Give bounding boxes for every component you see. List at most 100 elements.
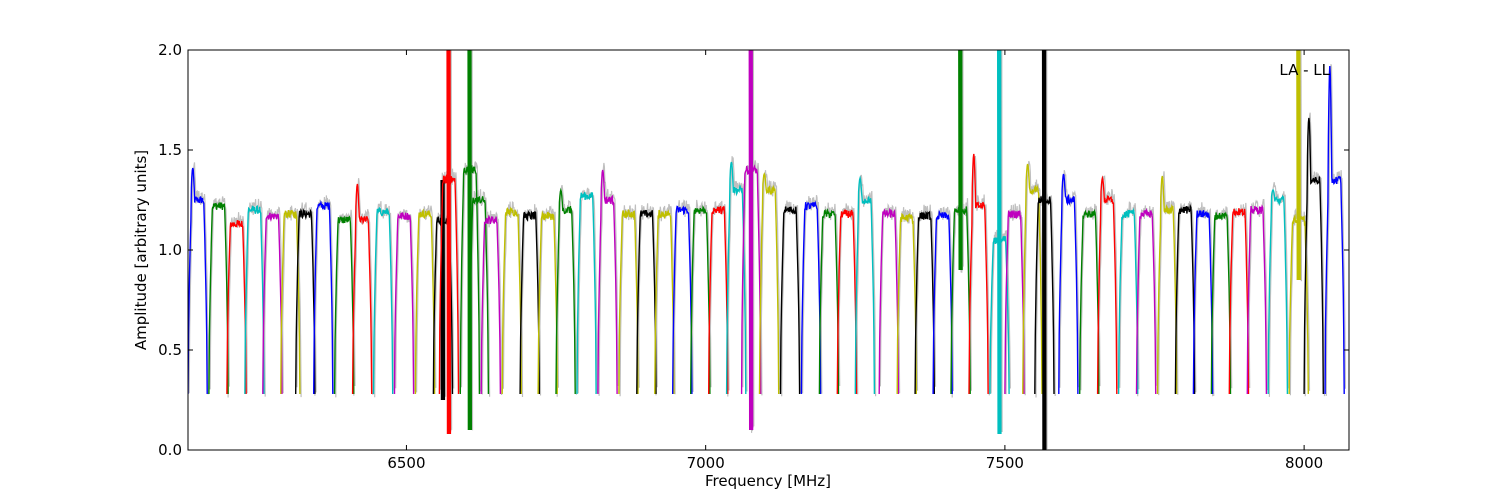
series-window-27 xyxy=(672,205,693,395)
y-tick-label: 1.5 xyxy=(158,141,182,159)
series-window-15 xyxy=(459,50,481,431)
background-trace-50 xyxy=(1098,175,1119,394)
series-window-34 xyxy=(800,200,822,395)
background-trace-33 xyxy=(781,200,802,397)
background-trace-51 xyxy=(1119,201,1140,390)
series-window-2 xyxy=(226,220,247,395)
x-tick-label: 8000 xyxy=(1285,454,1323,472)
series-window-18 xyxy=(501,206,522,395)
series-window-35 xyxy=(818,208,840,395)
background-trace-48 xyxy=(1059,170,1080,388)
background-trace-37 xyxy=(855,174,877,397)
y-axis-label: Amplitude [arbitrary units] xyxy=(132,150,150,350)
series-window-8 xyxy=(333,215,355,395)
series-window-1 xyxy=(208,202,229,395)
x-tick-label: 6500 xyxy=(387,454,425,472)
background-trace-20 xyxy=(538,205,559,390)
series-window-19 xyxy=(519,209,540,395)
series-window-26 xyxy=(654,209,675,395)
series-window-61 xyxy=(1303,117,1324,395)
background-trace-39 xyxy=(897,207,919,392)
background-trace-9 xyxy=(353,178,374,396)
series-window-57 xyxy=(1228,208,1250,395)
series-window-43 xyxy=(968,153,989,395)
background-trace-45 xyxy=(1005,203,1026,396)
background-trace-7 xyxy=(314,195,335,396)
series-window-14 xyxy=(438,50,460,435)
background-trace-61 xyxy=(1304,112,1326,397)
series-window-62 xyxy=(1324,65,1345,395)
background-trace-29 xyxy=(709,200,730,391)
y-tick-label: 0.0 xyxy=(158,441,182,459)
series-window-49 xyxy=(1079,208,1100,395)
series-window-48 xyxy=(1058,173,1079,395)
series-window-52 xyxy=(1135,207,1157,395)
background-trace-41 xyxy=(933,206,954,392)
series-window-4 xyxy=(262,212,283,395)
series-window-32 xyxy=(758,172,780,395)
series-window-22 xyxy=(576,192,597,395)
axis-ticks: 6500 7000 7500 8000 0.0 0.5 1.0 1.5 2.0 xyxy=(158,41,1349,472)
series-window-21 xyxy=(555,187,576,395)
series-window-56 xyxy=(1210,211,1232,395)
series-window-51 xyxy=(1117,207,1139,395)
series-window-20 xyxy=(537,210,558,395)
series-window-60 xyxy=(1288,50,1309,395)
background-trace-55 xyxy=(1194,202,1215,397)
series-window-42 xyxy=(950,50,971,395)
series-window-50 xyxy=(1096,175,1118,395)
series-window-38 xyxy=(878,207,900,395)
series-window-41 xyxy=(932,209,953,395)
background-trace-6 xyxy=(296,202,317,393)
series-window-40 xyxy=(914,210,935,395)
background-trace-26 xyxy=(655,203,676,396)
series-window-3 xyxy=(244,205,265,395)
background-trace-42 xyxy=(951,50,972,398)
background-trace-25 xyxy=(637,203,658,391)
series-window-12 xyxy=(414,208,436,395)
series-window-44 xyxy=(989,50,1010,435)
series-window-54 xyxy=(1174,203,1196,395)
y-tick-label: 2.0 xyxy=(158,41,182,59)
series-window-23 xyxy=(597,169,618,395)
series-window-47 xyxy=(1034,50,1055,450)
series-window-25 xyxy=(636,209,657,395)
series-window-24 xyxy=(618,209,639,395)
series-window-31 xyxy=(740,50,762,431)
series-window-39 xyxy=(896,212,917,395)
background-trace-43 xyxy=(969,155,990,396)
series-window-11 xyxy=(393,212,415,395)
background-trace-53 xyxy=(1158,171,1179,396)
series-window-5 xyxy=(280,209,301,395)
background-trace-1 xyxy=(209,196,230,390)
series-window-10 xyxy=(372,206,394,395)
series-window-16 xyxy=(468,195,490,395)
series-window-55 xyxy=(1192,210,1214,395)
series-window-37 xyxy=(854,175,876,395)
background-trace-36 xyxy=(837,203,859,395)
series-window-36 xyxy=(836,209,858,395)
series-window-53 xyxy=(1156,175,1178,395)
series-window-7 xyxy=(313,200,334,395)
background-trace-3 xyxy=(245,198,266,397)
series-window-30 xyxy=(725,161,747,395)
background-trace-28 xyxy=(691,199,712,394)
series-window-58 xyxy=(1246,204,1268,395)
series-window-17 xyxy=(480,214,502,395)
series-window-0 xyxy=(188,167,208,395)
series-window-59 xyxy=(1267,188,1289,395)
background-trace-5 xyxy=(281,205,302,398)
series-group xyxy=(188,50,1345,450)
series-window-28 xyxy=(690,205,711,395)
y-tick-label: 0.5 xyxy=(158,341,182,359)
background-series xyxy=(188,50,1346,450)
background-trace-2 xyxy=(227,212,248,398)
background-trace-22 xyxy=(577,187,598,394)
background-trace-46 xyxy=(1023,160,1044,394)
series-window-33 xyxy=(779,206,801,395)
x-tick-label: 7500 xyxy=(986,454,1024,472)
background-trace-0 xyxy=(188,162,209,395)
series-window-9 xyxy=(351,183,373,395)
background-trace-35 xyxy=(820,202,841,387)
